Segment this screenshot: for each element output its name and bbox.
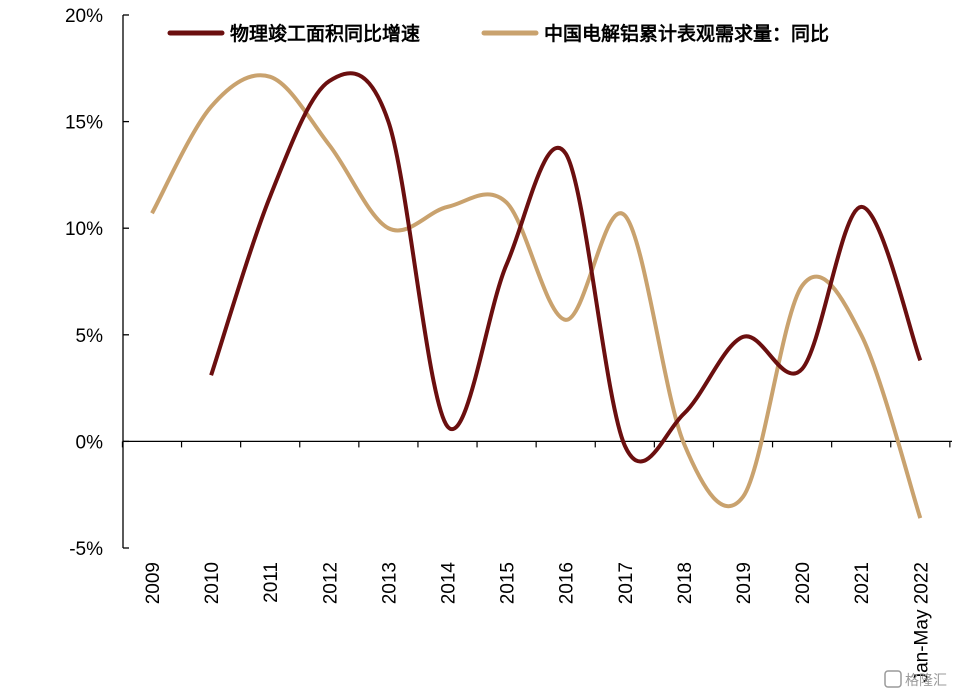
legend-label: 中国电解铝累计表观需求量：同比 [544,22,829,45]
series-layer [150,71,923,519]
x-tick-label: 2012 [320,562,341,604]
y-tick-label: 5% [76,326,104,347]
x-tick-label: 2014 [439,562,460,605]
series-line [209,71,923,464]
series-0 [209,71,923,464]
legend: 物理竣工面积同比增速 中国电解铝累计表观需求量：同比 [167,22,829,45]
x-tick-label: 2011 [261,562,282,603]
x-tick-label: Jan-May 2022 [911,562,932,682]
watermark-logo-icon [884,670,902,688]
y-tick-label: 20% [65,6,103,27]
x-tick-label: 2020 [793,562,814,604]
x-tick-label: 2019 [734,562,755,604]
watermark: 格隆汇 [884,670,947,689]
x-tick-label: 2013 [379,562,400,604]
legend-item-1: 中国电解铝累计表观需求量：同比 [481,22,829,45]
legend-label: 物理竣工面积同比增速 [230,22,420,45]
x-tick-label: 2010 [202,562,223,604]
x-tick-label: 2018 [675,562,696,604]
legend-item-0: 物理竣工面积同比增速 [167,22,420,45]
x-tick-label: 2021 [852,562,873,604]
x-tick-label: 2009 [143,562,164,604]
y-tick-label: 15% [65,113,103,134]
watermark-text: 格隆汇 [905,673,947,689]
chart-axes: 20% 15% 10% 5% 0% -5% 2009 2010 2011 2012 2013 2014… [65,6,952,682]
y-tick-label: 10% [65,219,103,240]
y-tick-label: -5% [69,539,103,560]
series-line [150,73,923,519]
series-1 [150,73,923,519]
x-tick-label: 2015 [498,562,519,604]
x-tick-label: 2017 [616,562,637,604]
y-tick-label: 0% [76,432,104,453]
x-tick-label: 2016 [557,562,578,604]
